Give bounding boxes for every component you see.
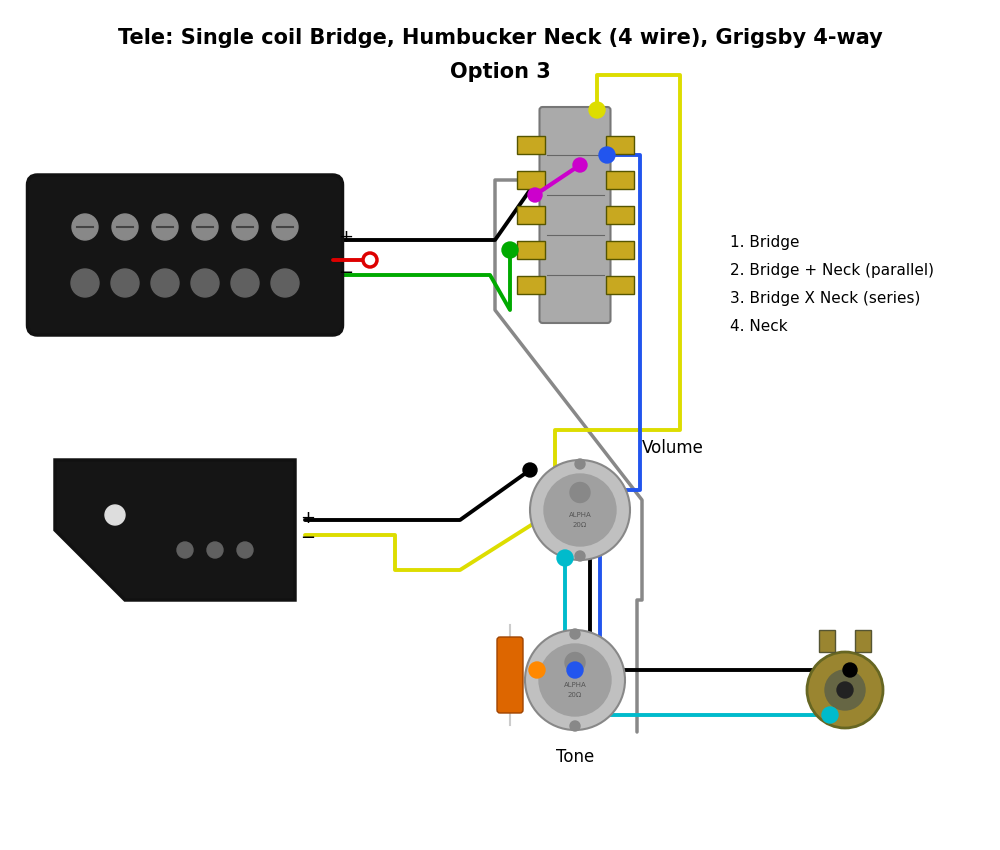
Circle shape — [502, 242, 518, 258]
Circle shape — [191, 269, 219, 297]
FancyBboxPatch shape — [540, 107, 610, 323]
Text: 20Ω: 20Ω — [568, 692, 582, 698]
Circle shape — [363, 253, 377, 267]
Bar — [516, 241, 544, 259]
Circle shape — [151, 269, 179, 297]
Circle shape — [530, 460, 630, 560]
Circle shape — [565, 653, 585, 672]
Text: 1. Bridge: 1. Bridge — [730, 235, 800, 250]
Circle shape — [523, 463, 537, 477]
Text: −: − — [300, 529, 315, 547]
Circle shape — [529, 662, 545, 678]
Circle shape — [232, 214, 258, 240]
Circle shape — [528, 188, 542, 202]
Circle shape — [71, 269, 99, 297]
Text: Option 3: Option 3 — [450, 62, 550, 82]
Circle shape — [843, 663, 857, 677]
Circle shape — [573, 158, 587, 172]
Bar — [516, 206, 544, 224]
Circle shape — [825, 670, 865, 710]
Circle shape — [599, 147, 615, 163]
Circle shape — [807, 652, 883, 728]
Circle shape — [272, 214, 298, 240]
Bar — [606, 241, 634, 259]
Text: Tele: Single coil Bridge, Humbucker Neck (4 wire), Grigsby 4-way: Tele: Single coil Bridge, Humbucker Neck… — [118, 28, 882, 48]
Text: +: + — [338, 228, 353, 246]
Circle shape — [589, 102, 605, 118]
Bar — [516, 276, 544, 294]
Text: Tone: Tone — [556, 748, 594, 766]
Text: ALPHA: ALPHA — [569, 512, 591, 518]
Text: −: − — [338, 264, 353, 282]
Circle shape — [570, 483, 590, 502]
Circle shape — [822, 707, 838, 723]
Bar — [819, 630, 835, 652]
Circle shape — [567, 662, 583, 678]
Bar — [606, 206, 634, 224]
Circle shape — [112, 214, 138, 240]
Text: 4. Neck: 4. Neck — [730, 319, 788, 334]
Circle shape — [575, 459, 585, 469]
Bar — [516, 171, 544, 189]
Bar — [606, 276, 634, 294]
Text: +: + — [300, 509, 315, 527]
Circle shape — [231, 269, 259, 297]
Circle shape — [570, 721, 580, 731]
Circle shape — [575, 551, 585, 561]
FancyBboxPatch shape — [28, 175, 342, 335]
Circle shape — [177, 542, 193, 558]
Circle shape — [557, 550, 573, 566]
Text: ALPHA: ALPHA — [564, 682, 586, 688]
Circle shape — [570, 629, 580, 639]
Circle shape — [837, 682, 853, 698]
Circle shape — [192, 214, 218, 240]
Text: 20Ω: 20Ω — [573, 522, 587, 528]
Circle shape — [525, 630, 625, 730]
Text: 3. Bridge X Neck (series): 3. Bridge X Neck (series) — [730, 291, 920, 306]
Circle shape — [72, 214, 98, 240]
Bar — [606, 136, 634, 154]
FancyBboxPatch shape — [497, 637, 523, 713]
Bar — [606, 171, 634, 189]
Bar — [855, 630, 871, 652]
Bar — [516, 136, 544, 154]
Circle shape — [237, 542, 253, 558]
Circle shape — [152, 214, 178, 240]
Circle shape — [271, 269, 299, 297]
Circle shape — [539, 644, 611, 716]
Circle shape — [544, 474, 616, 546]
Circle shape — [207, 542, 223, 558]
Polygon shape — [55, 460, 295, 600]
Circle shape — [111, 269, 139, 297]
Text: 2. Bridge + Neck (parallel): 2. Bridge + Neck (parallel) — [730, 263, 934, 278]
Circle shape — [105, 505, 125, 525]
Text: Volume: Volume — [642, 439, 704, 457]
